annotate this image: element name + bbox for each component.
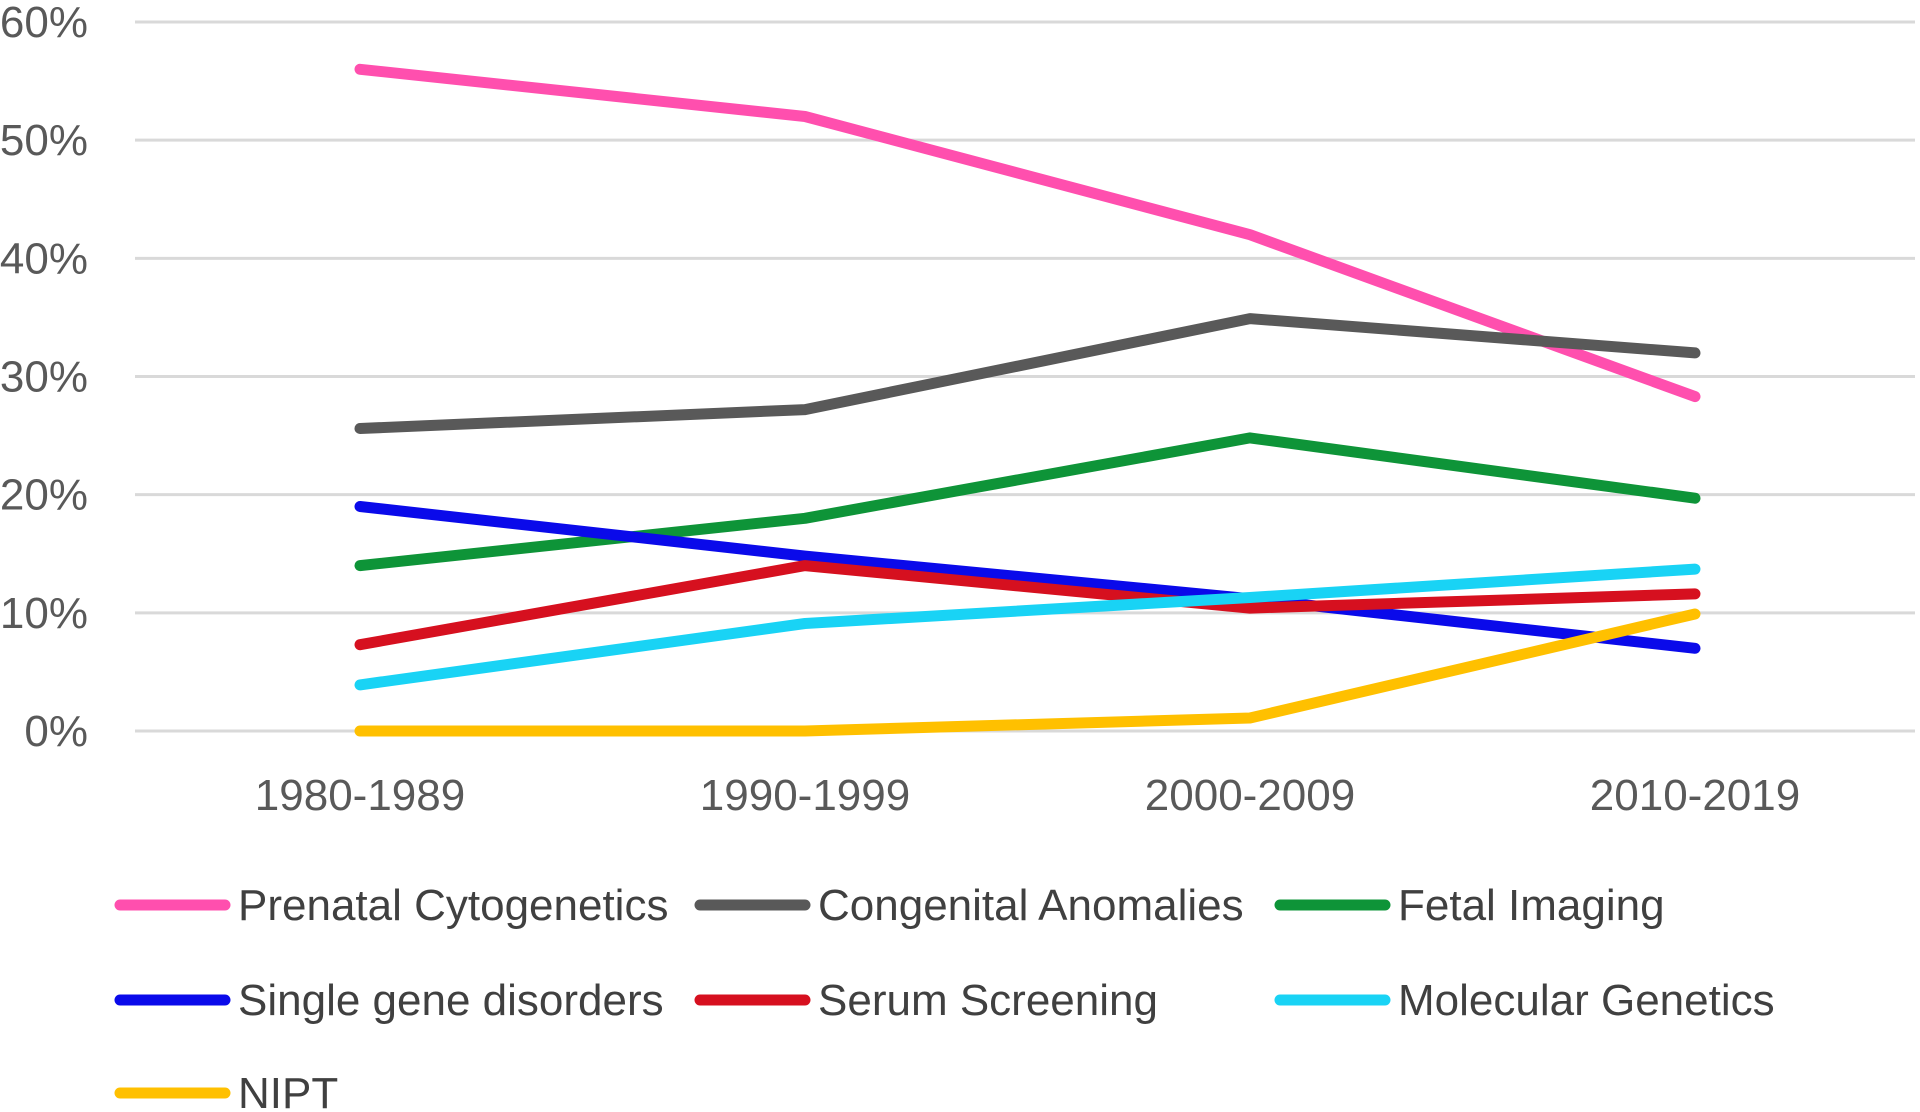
x-axis-tick-labels: 1980-1989 1990-1999 2000-2009 2010-2019: [255, 771, 1800, 820]
y-tick-label: 30%: [0, 353, 88, 402]
legend-label: Fetal Imaging: [1398, 881, 1665, 930]
legend-item: Single gene disorders: [114, 976, 664, 1025]
legend-label: Molecular Genetics: [1398, 976, 1775, 1025]
legend-label: Serum Screening: [818, 976, 1158, 1025]
legend: Prenatal Cytogenetics Congenital Anomalie…: [114, 881, 1775, 1112]
series-lines: [354, 63, 1701, 737]
legend-item: NIPT: [114, 1069, 338, 1112]
x-tick-label: 1980-1989: [255, 771, 465, 820]
x-tick-label: 2000-2009: [1145, 771, 1355, 820]
y-axis-tick-labels: 0% 10% 20% 30% 40% 50% 60%: [0, 0, 88, 756]
y-tick-label: 60%: [0, 0, 88, 47]
legend-item: Molecular Genetics: [1274, 976, 1775, 1025]
series-line-molecular-genetics: [354, 563, 1701, 691]
series-line-single-gene-disorders: [354, 501, 1701, 654]
legend-item: Prenatal Cytogenetics: [114, 881, 668, 930]
x-tick-label: 2010-2019: [1590, 771, 1800, 820]
legend-item: Serum Screening: [694, 976, 1158, 1025]
x-tick-label: 1990-1999: [700, 771, 910, 820]
series-line-fetal-imaging: [354, 432, 1701, 572]
legend-label: Prenatal Cytogenetics: [238, 881, 668, 930]
series-line-nipt: [354, 608, 1701, 737]
y-tick-label: 20%: [0, 471, 88, 520]
y-tick-label: 50%: [0, 116, 88, 165]
legend-label: NIPT: [238, 1069, 338, 1112]
series-line-serum-screening: [354, 560, 1701, 651]
y-tick-label: 40%: [0, 234, 88, 283]
gridlines: [135, 20, 1915, 733]
legend-item: Fetal Imaging: [1274, 881, 1665, 930]
y-tick-label: 0%: [24, 707, 88, 756]
legend-label: Congenital Anomalies: [818, 881, 1244, 930]
series-line-congenital-anomalies: [354, 313, 1701, 434]
legend-label: Single gene disorders: [238, 976, 664, 1025]
y-tick-label: 10%: [0, 589, 88, 638]
series-line-prenatal-cytogenetics: [354, 63, 1701, 403]
legend-item: Congenital Anomalies: [694, 881, 1244, 930]
